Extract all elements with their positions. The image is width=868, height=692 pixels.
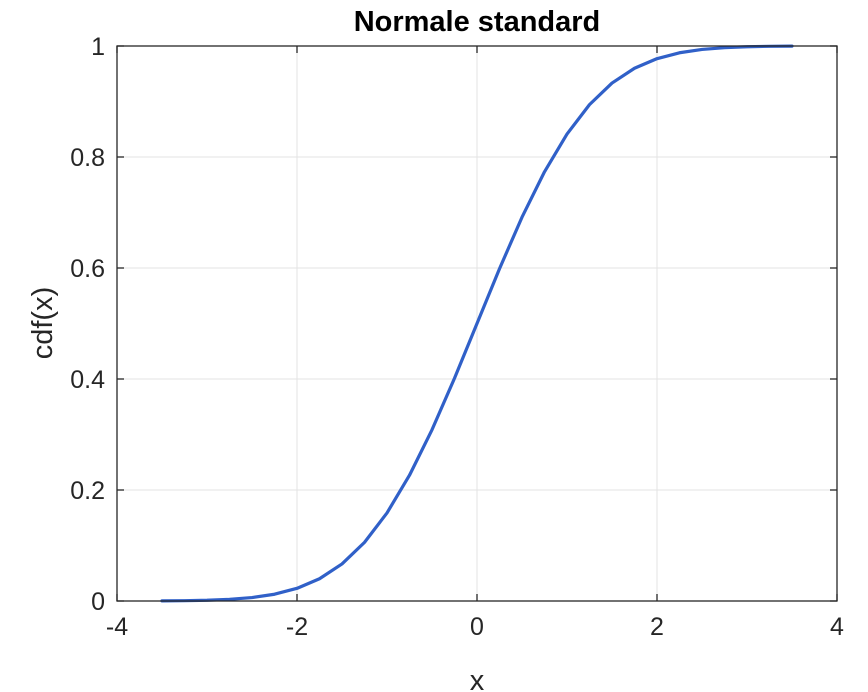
x-axis-label: x: [470, 665, 485, 692]
series-line: [160, 44, 794, 603]
x-tick-label: 0: [470, 613, 484, 641]
x-tick-label: 2: [650, 613, 664, 641]
x-tick-label: -4: [106, 613, 128, 641]
y-tick-label: 0.6: [70, 255, 105, 283]
y-tick-label: 0.8: [70, 144, 105, 172]
y-tick-label: 1: [91, 33, 105, 61]
x-tick-label: 4: [830, 613, 844, 641]
y-tick-label: 0.4: [70, 366, 105, 394]
x-tick-label: -2: [286, 613, 308, 641]
y-axis-label: cdf(x): [27, 287, 59, 360]
y-tick-label: 0: [91, 588, 105, 616]
y-tick-label: 0.2: [70, 477, 105, 505]
ticks: -4 -2 0 2 4 0 0.2 0.4 0.6 0.8 1: [70, 33, 844, 641]
series: [160, 44, 794, 603]
chart-title: Normale standard: [354, 6, 601, 38]
